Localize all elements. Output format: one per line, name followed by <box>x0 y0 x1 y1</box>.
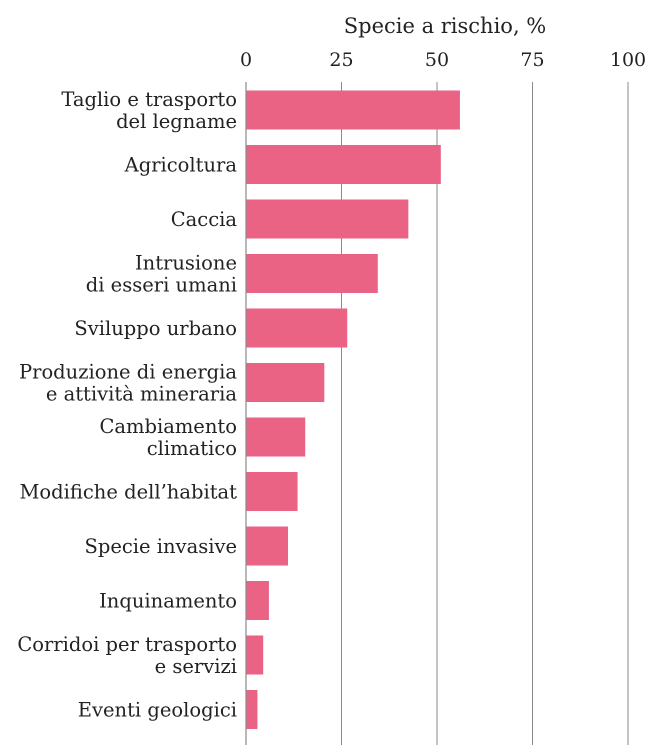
bar <box>246 635 264 675</box>
category-label-line: Sviluppo urbano <box>74 317 237 340</box>
category-label: Specie invasive <box>84 535 237 558</box>
category-label-line: e servizi <box>155 655 237 678</box>
bar <box>246 145 441 184</box>
category-label: Corridoi per trasporto e servizi <box>17 633 237 678</box>
bars <box>246 90 460 729</box>
category-label-line: del legname <box>116 110 237 133</box>
x-tick-label: 50 <box>425 49 449 71</box>
category-label-line: Corridoi per trasporto <box>17 633 237 656</box>
category-label: Produzione di energia e attività minerari… <box>19 361 237 406</box>
bar <box>246 363 325 402</box>
category-label: Sviluppo urbano <box>74 317 237 340</box>
category-label: Caccia <box>171 208 238 231</box>
category-label-line: Taglio e trasporto <box>61 88 237 111</box>
category-label: Cambiamento climatico <box>99 415 237 460</box>
x-axis-ticks: 0 25 50 75 100 <box>240 49 646 71</box>
category-label-line: Modifiche dell’habitat <box>19 481 237 504</box>
category-label-line: Specie invasive <box>84 535 237 558</box>
bar <box>246 417 306 457</box>
grid-lines <box>341 82 629 745</box>
x-tick-label: 75 <box>520 49 544 71</box>
category-label-line: Caccia <box>171 208 238 231</box>
bar <box>246 308 348 348</box>
category-label-line: Eventi geologici <box>78 699 237 722</box>
category-label: Taglio e trasporto del legname <box>61 88 237 133</box>
category-label: Inquinamento <box>99 590 237 613</box>
chart-title: Specie a rischio, % <box>344 14 547 38</box>
category-label-line: Produzione di energia <box>19 361 237 384</box>
bar <box>246 526 289 566</box>
category-labels: Taglio e trasporto del legname Agricoltura… <box>17 88 237 722</box>
bar <box>246 581 269 620</box>
bar <box>246 90 460 130</box>
x-tick-label: 100 <box>610 49 646 71</box>
bar <box>246 690 258 729</box>
x-tick-label: 0 <box>240 49 252 71</box>
category-label-line: Agricoltura <box>124 154 238 177</box>
category-label: Agricoltura <box>124 154 238 177</box>
category-label-line: Cambiamento <box>99 415 237 438</box>
bar <box>246 472 298 511</box>
x-tick-label: 25 <box>329 49 353 71</box>
category-label-line: di esseri umani <box>86 274 237 297</box>
category-label: Intrusione di esseri umani <box>86 252 237 297</box>
category-label: Eventi geologici <box>78 699 237 722</box>
category-label-line: Intrusione <box>135 252 237 275</box>
category-label: Modifiche dell’habitat <box>19 481 237 504</box>
category-label-line: e attività mineraria <box>46 383 238 406</box>
bar <box>246 254 378 293</box>
category-label-line: Inquinamento <box>99 590 237 613</box>
category-label-line: climatico <box>147 437 237 460</box>
bar <box>246 199 409 239</box>
